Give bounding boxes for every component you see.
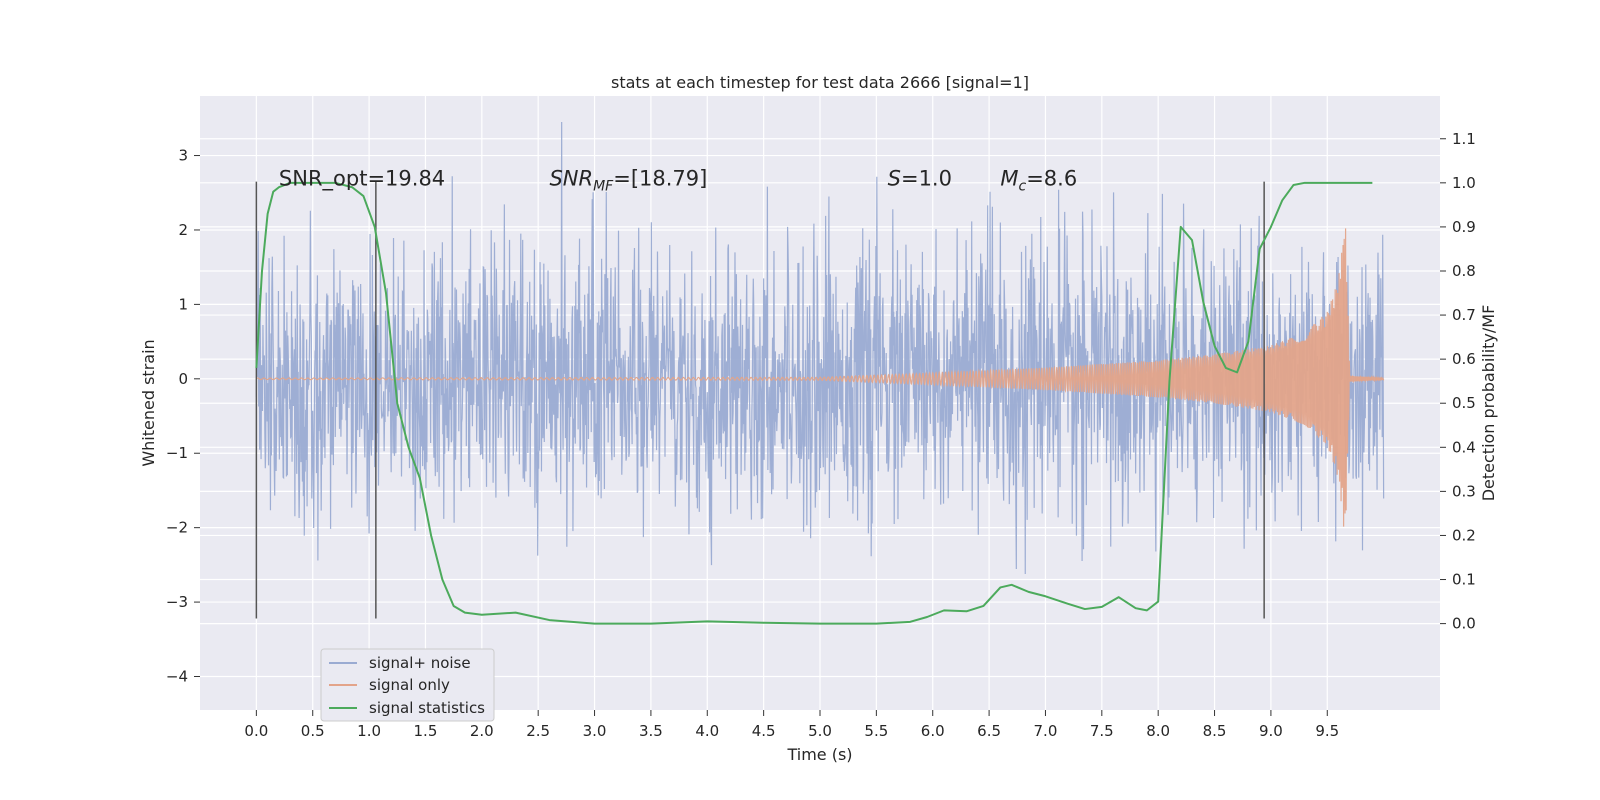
x-tick-label: 1.5 [414,722,438,740]
x-tick-label: 8.5 [1203,722,1227,740]
stat-series [255,181,1373,625]
series-signal-plus-noise [255,122,1385,574]
x-tick-label: 3.5 [639,722,663,740]
y-tick-label: 0 [178,370,188,388]
legend: signal+ noise signal only signal statist… [320,648,495,722]
y2-tick-label: 0.5 [1452,394,1476,412]
y-tick-label: 1 [178,295,188,313]
x-tick-label: 9.0 [1259,722,1283,740]
series-signal-only [256,228,1385,527]
y2-tick-label: 0.8 [1452,262,1476,280]
annotations: SNR_opt=19.84 SNRMF=[18.79] S=1.0 Mc=8.6 [279,166,1077,194]
x-tick-label: 0.0 [244,722,268,740]
y2-tick-label: 0.0 [1452,615,1476,633]
y-axis-label: Whitened strain [139,339,158,466]
x-tick-label: 1.0 [357,722,381,740]
y-tick-label: 3 [178,147,188,165]
y2-tick-label: 0.6 [1452,350,1476,368]
y-tick-label: −1 [166,444,188,462]
legend-label-stats: signal statistics [369,699,485,717]
x-tick-label: 0.5 [301,722,325,740]
vertical-lines [255,181,1265,619]
signal-series [256,228,1385,527]
legend-label-signal: signal only [369,676,450,694]
annotation: S=1.0 [888,166,952,190]
x-tick-label: 8.0 [1146,722,1170,740]
x-tick-label: 4.5 [752,722,776,740]
y-tick-label: −4 [166,668,188,686]
y2-tick-label: 0.7 [1452,306,1476,324]
x-tick-labels: 0.0 0.5 1.0 1.5 2.0 2.5 3.0 3.5 4.0 4.5 5.0 5.5 6.0 6… [244,710,1339,740]
x-tick-label: 6.0 [921,722,945,740]
noise-series [255,122,1385,574]
y2-tick-label: 0.9 [1452,218,1476,236]
legend-box [320,648,495,722]
x-tick-label: 9.5 [1315,722,1339,740]
y2-axis-label: Detection probability/MF [1479,305,1498,502]
y2-tick-label: 1.0 [1452,174,1476,192]
y-tick-label: 2 [178,221,188,239]
y-tick-labels: 3 2 1 0 −1 −2 −3 −4 [166,147,200,686]
x-tick-label: 4.0 [695,722,719,740]
annotation: SNR_opt=19.84 [279,166,445,191]
y2-tick-label: 0.1 [1452,571,1476,589]
y2-tick-label: 0.3 [1452,482,1476,500]
x-tick-label: 7.0 [1034,722,1058,740]
chart-title: stats at each timestep for test data 266… [611,73,1029,92]
legend-label-noise: signal+ noise [369,654,471,672]
y2-tick-label: 0.2 [1452,526,1476,544]
series-signal-statistics [255,181,1373,625]
x-tick-label: 5.5 [864,722,888,740]
x-tick-label: 5.0 [808,722,832,740]
x-tick-label: 2.5 [526,722,550,740]
y-tick-label: −2 [166,519,188,537]
x-tick-label: 7.5 [1090,722,1114,740]
annotation: Mc=8.6 [1000,166,1077,194]
x-axis-label: Time (s) [786,745,852,764]
x-tick-label: 3.0 [583,722,607,740]
y-tick-label: −3 [166,593,188,611]
annotation: SNRMF=[18.79] [549,166,707,194]
x-tick-label: 2.0 [470,722,494,740]
x-tick-label: 6.5 [977,722,1001,740]
y2-tick-label: 0.4 [1452,438,1476,456]
y2-tick-labels: 1.1 1.0 0.9 0.8 0.7 0.6 0.5 0.4 0.3 0.2 0.1 0.0 [1440,130,1476,633]
y2-tick-label: 1.1 [1452,130,1476,148]
